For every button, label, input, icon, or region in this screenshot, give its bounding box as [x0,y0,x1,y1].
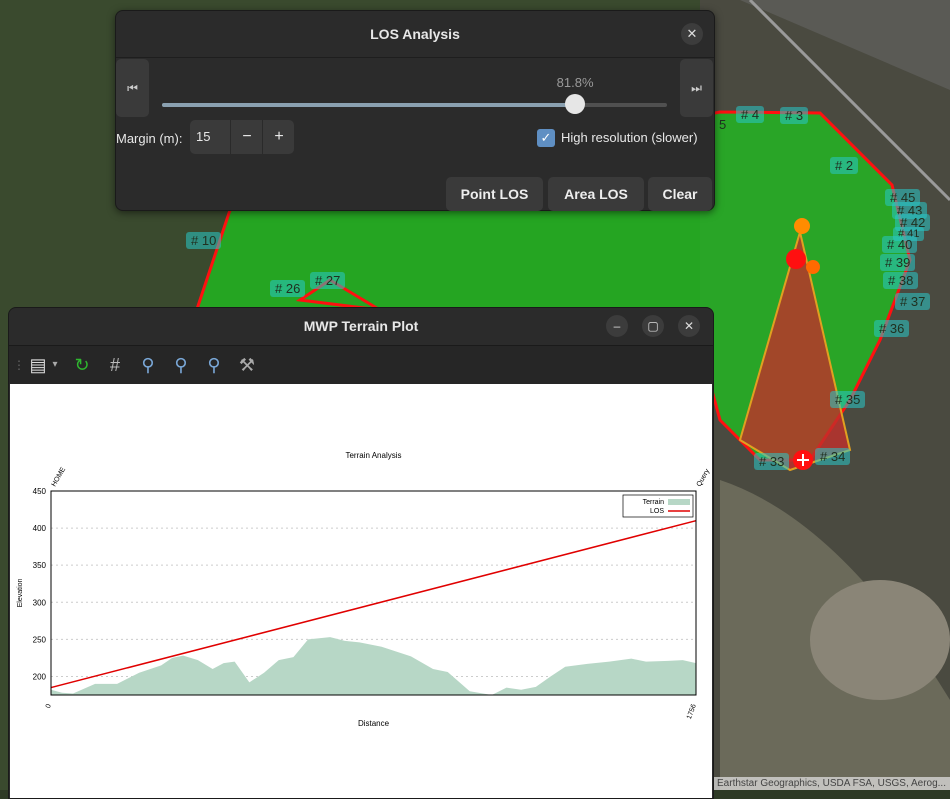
zoom-in-icon[interactable]: ⚲ [174,355,188,375]
waypoint-label[interactable]: # 33 [754,453,790,470]
home-label: HOME [51,466,68,488]
y-tick-label: 350 [33,561,47,570]
plot-canvas[interactable]: 200 250 300 350 400 450 0 1756 Terrain Analysis D… [10,384,712,798]
waypoint-label[interactable]: # 42 [895,214,931,231]
waypoint-label[interactable]: # 36 [874,320,910,337]
y-axis-label: Elevation [17,578,24,607]
slider-fill [162,103,576,107]
map-attribution: ...an Earthstar Geographics, USDA FSA, U… [690,777,950,790]
zoom-out-icon[interactable]: ⚲ [207,355,221,375]
waypoint-label[interactable]: # 3 [780,107,809,124]
waypoint-label[interactable]: # 37 [895,293,931,310]
y-tick-label: 250 [33,635,47,644]
plot-frame [50,490,697,696]
y-tick-label: 200 [33,672,47,681]
x-axis-label: Distance [358,719,390,728]
slider-knob[interactable] [565,94,586,114]
waypoint-label[interactable]: # 10 [186,232,222,249]
legend-swatch-terrain [668,499,690,505]
margin-label: Margin (m): [116,131,183,146]
close-button[interactable]: ✕ [678,315,700,337]
waypoint-label[interactable]: # 34 [815,448,851,465]
chart-title: Terrain Analysis [345,451,401,460]
settings-wrench-icon[interactable]: ⚒ [238,355,256,375]
y-tick-label: 400 [33,524,47,533]
increment-button[interactable]: + [262,120,295,154]
clear-button[interactable]: Clear [648,177,712,211]
minimize-button[interactable]: – [606,315,628,337]
maximize-button[interactable]: ▢ [642,315,664,337]
waypoint-label[interactable]: # 38 [883,272,919,289]
dropdown-arrow-icon[interactable]: ▾ [52,359,58,370]
progress-percent: 81.8% [556,75,594,90]
waypoint-label[interactable]: # 27 [310,272,346,289]
legend-label-terrain: Terrain [643,499,665,506]
grip-icon: ⋮ [13,358,25,372]
point-los-button[interactable]: Point LOS [446,177,543,211]
terrain-area [51,637,696,695]
waypoint-label[interactable]: # 39 [880,254,916,271]
skip-back-icon[interactable]: ⏮ [116,59,149,117]
zoom-icon[interactable]: ⚲ [141,355,155,375]
close-button[interactable]: ✕ [681,23,703,45]
margin-value[interactable]: 15 [196,129,211,144]
query-label: Query [696,468,712,488]
waypoint-label[interactable]: # 2 [830,157,859,174]
legend-label-los: LOS [650,508,664,515]
y-tick-label: 450 [33,487,47,496]
x-tick-label: 1756 [686,703,698,720]
margin-spinbox[interactable]: 15 − + [190,120,294,154]
terrain-plot-window: MWP Terrain Plot – ▢ ✕ ⋮ ▤ ▾ ↻ # ⚲ ⚲ ⚲ ⚒… [8,307,714,799]
x-tick-label: 0 [45,703,53,709]
los-line [50,519,697,689]
decrement-button[interactable]: − [230,120,263,154]
grid-icon[interactable]: # [109,355,120,375]
progress-slider[interactable] [162,94,667,114]
refresh-icon[interactable]: ↻ [74,355,90,375]
los-analysis-window: LOS Analysis ✕ ⏮ ⏭ 81.8% Margin (m): 15 … [115,10,715,211]
waypoint-label[interactable]: # 4 [736,106,765,123]
waypoint-label[interactable]: 5 [719,117,727,132]
waypoint-label[interactable]: # 35 [830,391,866,408]
terrain-chart: 200 250 300 350 400 450 0 1756 Terrain Analysis D… [17,451,712,728]
skip-forward-icon[interactable]: ⏭ [680,59,713,117]
waypoint-label[interactable]: # 26 [270,280,306,297]
y-tick-label: 300 [33,598,47,607]
window-title: MWP Terrain Plot [303,318,419,334]
hires-checkbox[interactable]: ✓ [537,129,555,147]
export-icon[interactable]: ▤ [29,355,47,375]
hires-label[interactable]: High resolution (slower) [561,130,698,145]
waypoint-label[interactable]: # 40 [882,236,918,253]
window-title: LOS Analysis [116,11,714,58]
plot-toolbar: ⋮ ▤ ▾ ↻ # ⚲ ⚲ ⚲ ⚒ [9,345,713,384]
waypoint-label[interactable]: # 45 [885,189,921,206]
area-los-button[interactable]: Area LOS [548,177,644,211]
